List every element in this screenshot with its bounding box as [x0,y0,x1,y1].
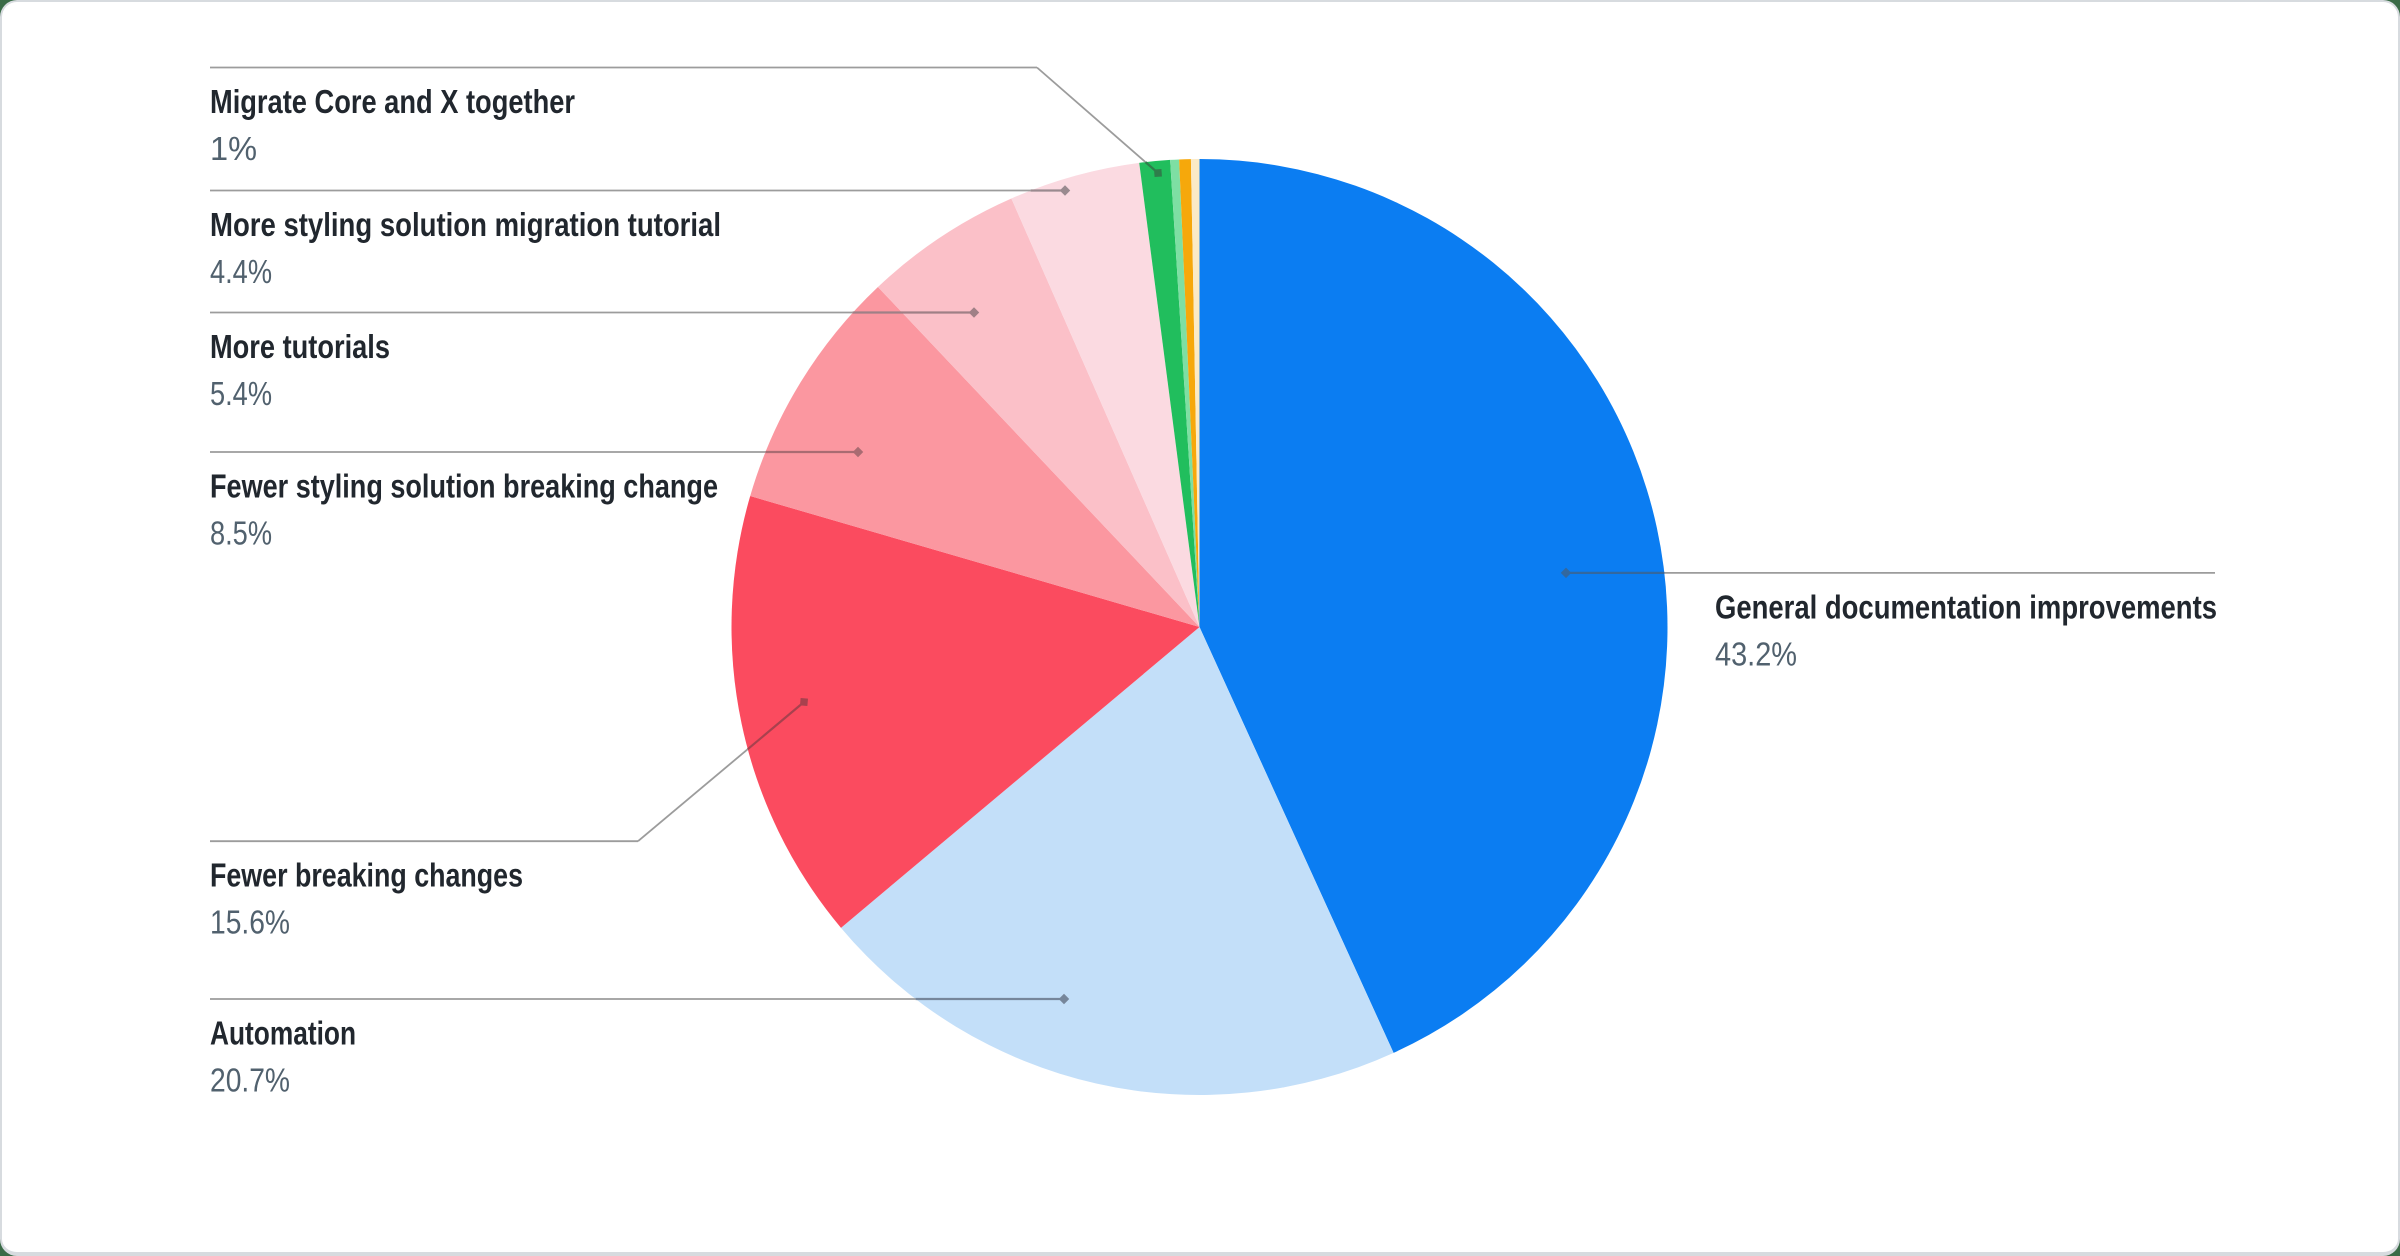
svg-text:5.4%: 5.4% [210,375,272,412]
svg-text:Automation: Automation [210,1015,356,1052]
svg-text:Fewer breaking changes: Fewer breaking changes [210,857,523,894]
svg-text:1%: 1% [210,130,257,167]
svg-text:8.5%: 8.5% [210,515,272,552]
svg-text:43.2%: 43.2% [1715,635,1797,672]
svg-text:More styling solution migratio: More styling solution migration tutorial [210,206,721,243]
svg-text:15.6%: 15.6% [210,904,290,941]
svg-text:More tutorials: More tutorials [210,328,390,365]
svg-text:4.4%: 4.4% [210,253,272,290]
svg-text:General documentation improvem: General documentation improvements [1715,588,2217,625]
svg-text:Migrate Core and X together: Migrate Core and X together [210,83,575,120]
svg-text:Fewer styling solution breakin: Fewer styling solution breaking change [210,468,718,505]
svg-text:20.7%: 20.7% [210,1062,290,1099]
